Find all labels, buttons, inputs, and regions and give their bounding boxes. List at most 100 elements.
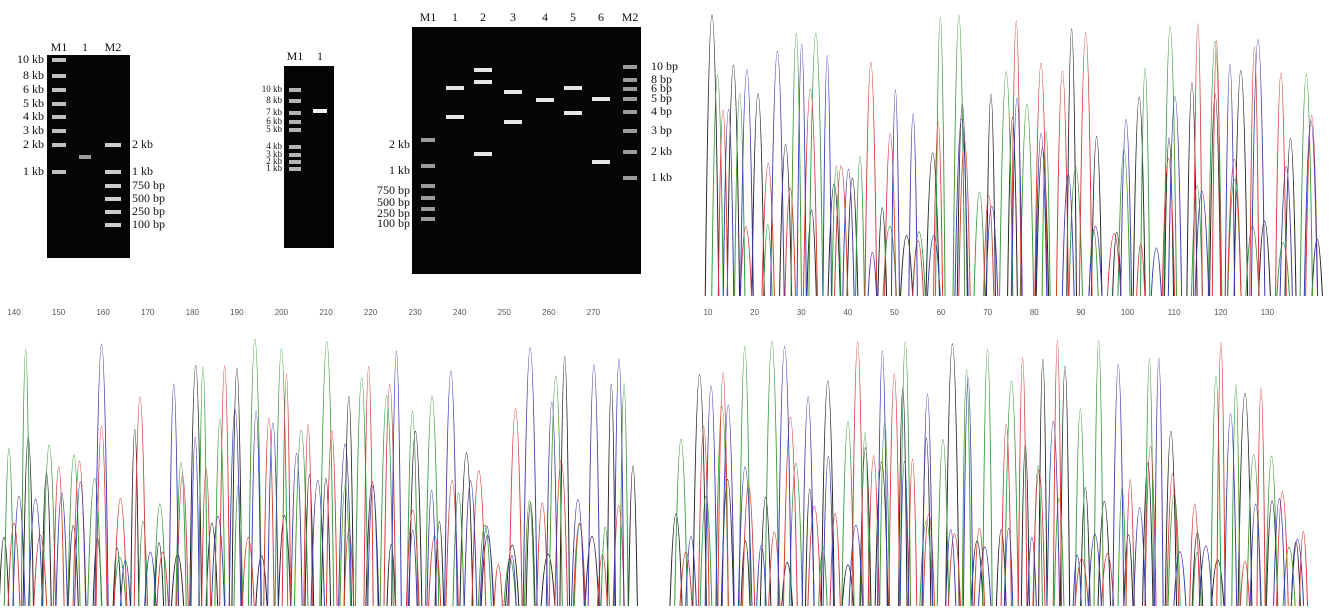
position-label: 220 [364,308,378,317]
marker-label: 7 kb [266,107,282,117]
gel-band [105,170,121,174]
marker-label: 8 kb [23,68,44,82]
position-label: 40 [843,308,852,317]
gel-band [564,111,582,115]
marker-label: 1 kb [266,163,282,173]
position-label: 140 [7,308,21,317]
gel-band [623,65,637,69]
gel-band [105,223,121,227]
lane-label: M1 [420,10,437,24]
marker-label: 8 kb [266,95,282,105]
gel-c [412,27,641,274]
position-label: 60 [937,308,946,317]
lane-label: 4 [542,10,548,24]
gel-band [446,115,464,119]
position-label: 180 [186,308,200,317]
marker-label: 6 kb [266,116,282,126]
marker-label: 500 bp [377,195,410,209]
lane-label: M2 [105,40,122,54]
gel-band [52,88,66,92]
lane-label: 2 [480,10,486,24]
gel-band [105,184,121,188]
gel-band [421,207,435,211]
gel-band [421,217,435,221]
gel-band [623,78,637,82]
gel-band [105,210,121,214]
position-label: 90 [1076,308,1085,317]
gel-band [623,110,637,114]
position-label: 100 [1121,308,1135,317]
trace [12,344,625,607]
gel-band [52,74,66,78]
gel-band [79,155,91,159]
gel-band [421,164,435,168]
marker-label: 1 kb [389,163,410,177]
marker-label: 5 bp [651,91,672,105]
position-label: 260 [542,308,556,317]
gel-band [536,98,554,102]
gel-band [623,97,637,101]
trace [685,346,1305,607]
marker-label: 250 bp [132,204,165,218]
gel-band [592,160,610,164]
gel-band [313,109,327,113]
position-label: 230 [408,308,422,317]
marker-label: 2 kb [389,137,410,151]
lane-label: M1 [287,49,304,63]
gel-band [446,86,464,90]
trace [679,340,1308,607]
position-label: 130 [1261,308,1275,317]
lane-label: 1 [317,49,323,63]
lane-label: M1 [51,40,68,54]
gel-band [289,99,301,103]
position-label: 80 [1030,308,1039,317]
position-label: 120 [1214,308,1228,317]
gel-band [105,197,121,201]
gel-band [623,87,637,91]
marker-label: 750 bp [132,178,165,192]
gel-band [504,120,522,124]
gel-band [474,68,492,72]
marker-label: 3 kb [266,149,282,159]
marker-label: 5 kb [23,96,44,110]
gel-band [52,58,66,62]
gel-band [52,143,66,147]
position-label: 170 [141,308,155,317]
gel-band [623,176,637,180]
marker-label: 3 kb [23,123,44,137]
position-label: 240 [453,308,467,317]
gel-band [421,184,435,188]
lane-label: 3 [510,10,516,24]
marker-label: 10 kb [17,52,44,66]
gel-band [623,129,637,133]
marker-label: 2 kb [23,137,44,151]
position-label: 30 [797,308,806,317]
marker-label: 4 bp [651,104,672,118]
gel-band [289,160,301,164]
marker-label: 250 bp [377,206,410,220]
gel-band [474,152,492,156]
marker-label: 6 bp [651,81,672,95]
position-label: 210 [319,308,333,317]
lane-label: 1 [452,10,458,24]
gel-band [623,150,637,154]
trace [704,14,1323,297]
gel-band [289,128,301,132]
gel-band [504,90,522,94]
marker-label: 5 kb [266,124,282,134]
position-label: 160 [96,308,110,317]
gel-band [289,145,301,149]
gel-band [289,120,301,124]
marker-label: 4 kb [266,141,282,151]
gel-band [289,88,301,92]
marker-label: 100 bp [132,217,165,231]
marker-label: 10 kb [262,84,283,94]
position-label: 270 [587,308,601,317]
gel-band [289,167,301,171]
gel-band [52,129,66,133]
gel-band [421,138,435,142]
marker-label: 4 kb [23,109,44,123]
gel-band [52,115,66,119]
